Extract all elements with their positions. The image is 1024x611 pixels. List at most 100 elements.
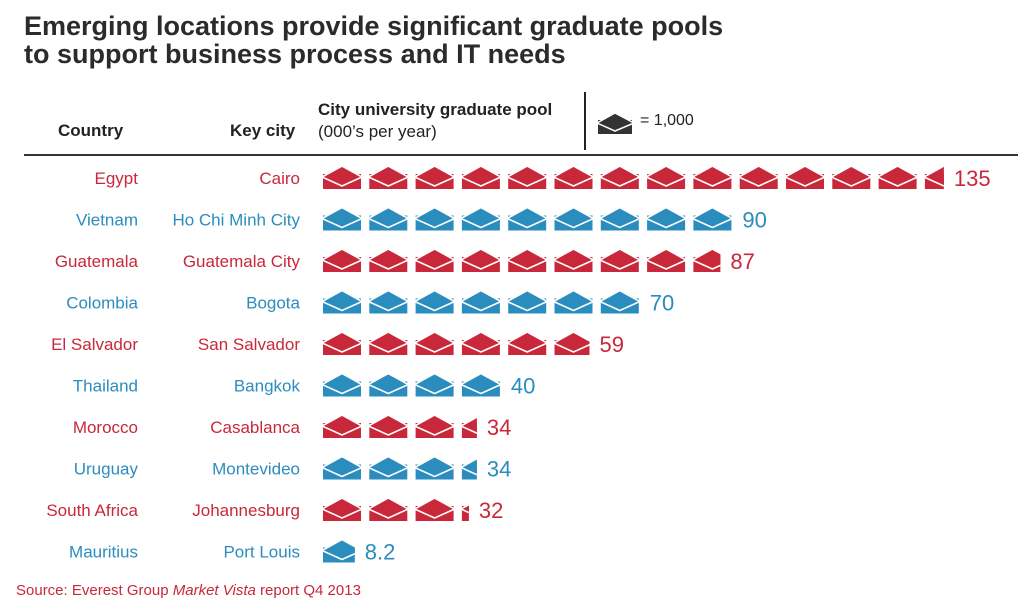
- graduation-cap-icon: [645, 206, 687, 231]
- column-header-graduate-pool: City university graduate pool: [318, 100, 553, 119]
- row-country-label: Thailand: [73, 377, 138, 396]
- graduation-cap-icon: [596, 112, 636, 134]
- graduation-cap-icon: [459, 503, 469, 521]
- graduation-cap-icon: [598, 165, 640, 189]
- chart-row: Colombia Bogota 70: [66, 289, 674, 316]
- row-value-label: 8.2: [365, 540, 396, 565]
- chart-row: Egypt Cairo 135: [95, 165, 991, 191]
- graduation-cap-icon: [506, 248, 548, 272]
- row-country-label: Mauritius: [69, 543, 138, 562]
- graduation-cap-icon: [321, 248, 362, 272]
- chart-row: South Africa Johannesburg 32: [46, 497, 503, 523]
- row-city-label: Casablanca: [210, 418, 300, 437]
- graduation-cap-icon: [367, 248, 409, 272]
- row-country-label: Uruguay: [74, 460, 139, 479]
- graduation-cap-icon: [552, 165, 594, 189]
- row-city-label: San Salvador: [198, 335, 300, 354]
- chart-row: Morocco Casablanca 34: [73, 414, 511, 440]
- chart-row: Guatemala Guatemala City 87: [55, 248, 755, 274]
- graduation-cap-icon: [413, 165, 455, 189]
- row-value-label: 34: [487, 415, 511, 440]
- legend-divider: [584, 92, 586, 150]
- graduation-cap-icon: [413, 206, 455, 231]
- column-header-country: Country: [58, 121, 124, 140]
- graduation-cap-icon: [552, 289, 594, 314]
- graduation-cap-icon: [413, 372, 455, 397]
- chart-row: Uruguay Montevideo 34: [74, 455, 511, 482]
- header-divider: [24, 154, 1018, 156]
- column-header-key-city: Key city: [230, 121, 296, 140]
- graduation-cap-icon: [367, 206, 409, 231]
- graduation-cap-icon: [552, 248, 594, 272]
- graduation-cap-icon: [413, 289, 455, 314]
- graduation-cap-icon: [506, 206, 548, 231]
- graduation-cap-icon: [367, 372, 409, 397]
- chart-row: El Salvador San Salvador 59: [51, 331, 624, 357]
- row-value-label: 135: [954, 166, 991, 191]
- graduation-cap-icon: [459, 248, 501, 272]
- graduation-cap-icon: [413, 331, 455, 355]
- chart-title-line-2: to support business process and IT needs: [24, 39, 566, 69]
- row-city-label: Bogota: [246, 294, 300, 313]
- chart-title: Emerging locations provide significant g…: [24, 12, 1004, 68]
- row-city-label: Port Louis: [223, 543, 300, 562]
- graduation-cap-icon: [321, 455, 362, 480]
- graduation-cap-icon: [367, 331, 409, 355]
- graduation-cap-icon: [413, 497, 455, 521]
- graduation-cap-icon: [506, 331, 548, 355]
- row-city-label: Bangkok: [234, 377, 301, 396]
- graduation-cap-icon: [552, 331, 590, 355]
- row-value-label: 32: [479, 498, 503, 523]
- graduation-cap-icon: [506, 165, 548, 189]
- graduation-cap-icon: [876, 165, 918, 189]
- graduation-cap-icon: [922, 165, 944, 189]
- graduation-cap-icon: [830, 165, 872, 189]
- graduation-cap-icon: [645, 165, 687, 189]
- graduation-cap-icon: [598, 248, 640, 272]
- graduation-cap-icon: [459, 165, 501, 189]
- graduation-cap-icon: [367, 455, 409, 480]
- graduation-cap-icon: [321, 206, 362, 231]
- row-value-label: 40: [511, 374, 535, 399]
- row-value-label: 70: [650, 291, 674, 316]
- row-country-label: Colombia: [66, 294, 138, 313]
- graduation-cap-icon: [321, 414, 362, 438]
- graduation-cap-icon: [598, 206, 640, 231]
- graduation-cap-icon: [321, 289, 362, 314]
- row-country-label: Vietnam: [76, 211, 138, 230]
- graduation-cap-icon: [321, 165, 362, 189]
- source-report-name: Market Vista: [172, 582, 256, 599]
- graduation-cap-icon: [459, 206, 501, 231]
- row-value-label: 87: [730, 249, 754, 274]
- row-value-label: 59: [600, 332, 624, 357]
- row-country-label: Guatemala: [55, 252, 139, 271]
- graduation-cap-icon: [459, 457, 477, 480]
- source-suffix: report Q4 2013: [255, 582, 361, 599]
- graduation-cap-icon: [691, 206, 733, 231]
- graduation-cap-icon: [413, 455, 455, 480]
- chart-title-line-1: Emerging locations provide significant g…: [24, 11, 724, 41]
- source-prefix: Source: Everest Group: [16, 582, 173, 599]
- row-value-label: 34: [487, 457, 511, 482]
- graduation-cap-icon: [367, 165, 409, 189]
- graduation-cap-icon: [413, 248, 455, 272]
- row-country-label: Morocco: [73, 418, 138, 437]
- graduation-cap-icon: [459, 416, 477, 438]
- graduation-cap-icon: [506, 289, 548, 314]
- row-country-label: El Salvador: [51, 335, 138, 354]
- graduation-cap-icon: [459, 289, 501, 314]
- graduation-cap-icon: [321, 331, 362, 355]
- graduation-cap-icon: [784, 165, 825, 189]
- graduation-cap-icon: [321, 538, 355, 563]
- source-note: Source: Everest Group Market Vista repor…: [16, 582, 361, 599]
- chart-row: Vietnam Ho Chi Minh City 90: [76, 206, 767, 233]
- row-country-label: South Africa: [46, 501, 138, 520]
- graduation-cap-icon: [321, 372, 362, 397]
- graduation-cap-icon: [367, 414, 409, 438]
- graduation-cap-icon: [737, 165, 779, 189]
- row-city-label: Montevideo: [212, 460, 300, 479]
- row-value-label: 90: [742, 208, 766, 233]
- graduation-cap-icon: [691, 248, 721, 272]
- graduation-cap-icon: [367, 497, 409, 521]
